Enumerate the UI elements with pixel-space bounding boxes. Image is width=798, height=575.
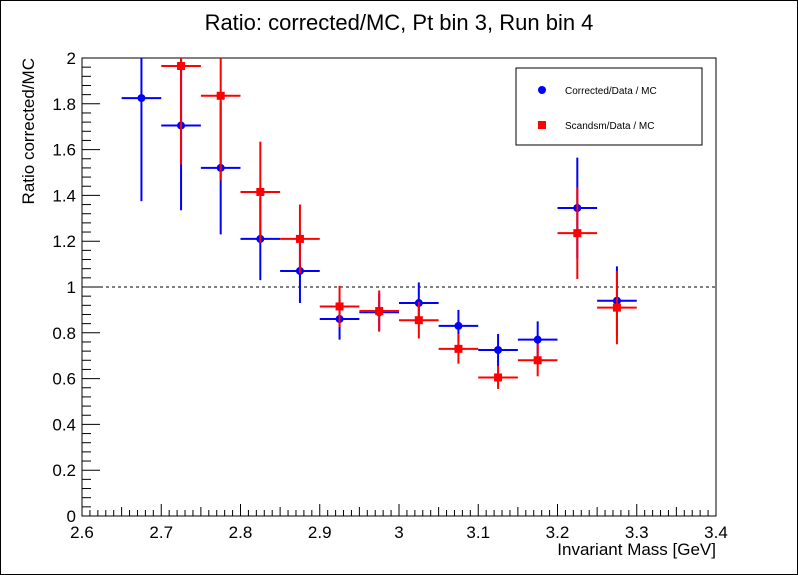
y-tick-label: 2 [67,49,76,68]
data-point [216,91,225,100]
y-tick-label: 0.2 [52,461,76,480]
y-tick-label: 0.8 [52,324,76,343]
legend-box [515,67,703,146]
y-tick-label: 1.8 [52,95,76,114]
x-tick-label: 2.7 [149,523,173,542]
data-point [256,187,265,196]
data-point [414,316,423,325]
x-tick-label: 3.3 [625,523,649,542]
legend-marker-corrected [538,86,546,94]
data-point [533,335,542,344]
x-tick-label: 3.4 [704,523,728,542]
data-point [295,234,304,243]
y-tick-label: 0.6 [52,370,76,389]
y-tick-label: 0 [67,507,76,526]
data-series [121,58,637,389]
data-point [494,373,503,382]
x-axis-title: Invariant Mass [GeV] [557,540,716,559]
legend: Corrected/Data / MC Scandsm/Data / MC [515,67,703,146]
legend-label-corrected: Corrected/Data / MC [565,86,657,97]
y-axis: 0 0.2 0.4 0.6 0.8 1 1.2 1.4 1.6 1.8 2 [52,49,100,526]
data-point [612,303,621,312]
x-tick-label: 2.9 [308,523,332,542]
y-tick-label: 1.6 [52,141,76,160]
y-tick-label: 0.4 [52,415,76,434]
x-tick-label: 3.2 [546,523,570,542]
series-1 [161,58,637,389]
x-axis: 2.6 2.7 2.8 2.9 3 3.1 3.2 3.3 3.4 [70,504,728,542]
chart-title: Ratio: corrected/MC, Pt bin 3, Run bin 4 [205,10,594,35]
x-tick-label: 3 [394,523,403,542]
legend-marker-scandsm [538,121,546,129]
y-axis-title: Ratio corrected/MC [19,58,38,204]
legend-label-scandsm: Scandsm/Data / MC [565,121,654,132]
x-tick-label: 2.6 [70,523,94,542]
data-point [454,344,463,353]
y-tick-label: 1.4 [52,186,76,205]
data-point [335,302,344,311]
data-point [573,229,582,238]
y-tick-label: 1 [67,278,76,297]
x-tick-label: 3.1 [466,523,490,542]
y-tick-label: 1.2 [52,232,76,251]
data-point [454,321,463,330]
data-point [375,307,384,316]
x-tick-label: 2.8 [229,523,253,542]
data-point [494,345,503,354]
data-point [137,94,146,103]
data-point [533,356,542,365]
data-point [177,62,186,71]
